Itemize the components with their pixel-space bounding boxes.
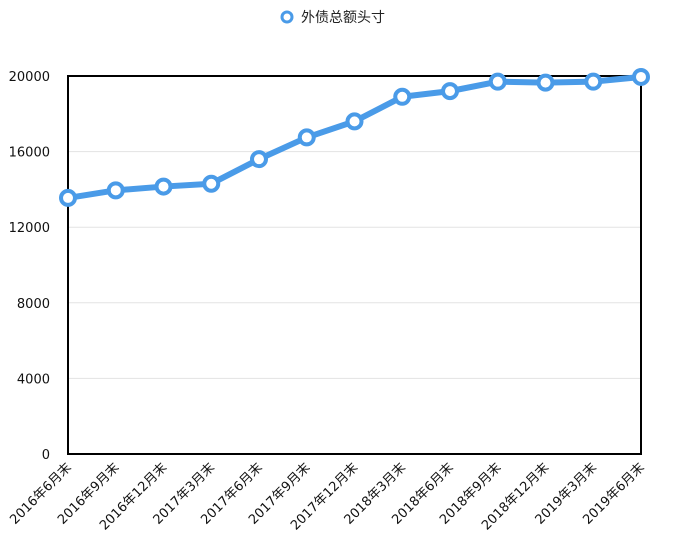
plot-frame	[67, 75, 642, 455]
data-point	[441, 82, 459, 101]
y-tick-label: 12000	[9, 221, 50, 236]
data-point	[154, 177, 173, 196]
data-point	[393, 87, 412, 106]
data-point	[59, 188, 77, 207]
y-tick-label: 8000	[17, 297, 50, 312]
x-axis-ticks: 2016年6月末2016年9月末2016年12月末2017年3月末2017年6月…	[7, 460, 647, 533]
data-point	[632, 67, 650, 86]
gridlines	[68, 75, 641, 455]
data-point	[488, 72, 507, 91]
data-point	[297, 128, 316, 147]
y-tick-label: 20000	[9, 70, 50, 85]
series-line	[65, 73, 644, 201]
y-axis-ticks: 0 4000 8000 12000 16000 20000	[9, 70, 50, 463]
data-point	[345, 112, 364, 131]
legend-marker	[280, 10, 294, 24]
data-point	[250, 150, 268, 169]
legend-label: 外债总额头寸	[301, 10, 385, 26]
y-tick-label: 0	[42, 448, 50, 463]
y-tick-label: 4000	[17, 372, 50, 387]
y-tick-label: 16000	[9, 146, 50, 161]
series-line-group	[59, 67, 650, 207]
data-point	[202, 174, 221, 193]
data-point	[536, 73, 555, 92]
data-point	[584, 72, 603, 91]
legend: 外债总额头寸	[280, 10, 385, 26]
data-point	[106, 181, 125, 200]
